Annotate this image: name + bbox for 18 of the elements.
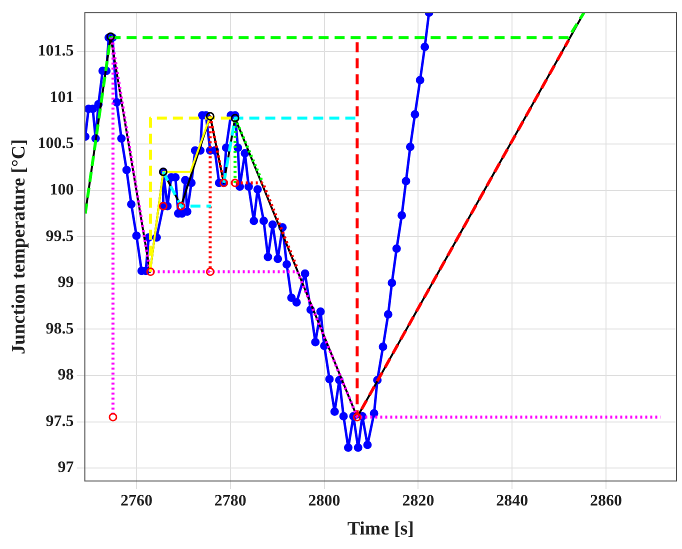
x-tick-label: 2840 bbox=[496, 492, 528, 510]
y-tick-label: 99.5 bbox=[46, 228, 74, 245]
y-tick-label: 97.5 bbox=[46, 412, 74, 430]
x-axis-title: Time [s] bbox=[347, 518, 414, 540]
x-tick-label: 2780 bbox=[214, 492, 246, 510]
y-tick-label: 99 bbox=[58, 274, 74, 292]
y-tick-label: 97 bbox=[58, 459, 74, 476]
y-tick-label: 100.5 bbox=[38, 135, 74, 152]
y-tick-label: 101.5 bbox=[38, 42, 74, 60]
x-tick-label: 2760 bbox=[120, 492, 152, 510]
y-axis-title: Junction temperature [°C] bbox=[8, 139, 30, 354]
x-tick-label: 2820 bbox=[402, 492, 434, 510]
y-tick-label: 98.5 bbox=[46, 320, 74, 338]
y-tick-label: 98 bbox=[58, 366, 74, 384]
x-tick-label: 2860 bbox=[590, 492, 622, 510]
y-tick-label: 101 bbox=[50, 88, 74, 106]
x-tick-label: 2800 bbox=[308, 492, 340, 510]
y-tick-label: 100 bbox=[50, 181, 74, 198]
